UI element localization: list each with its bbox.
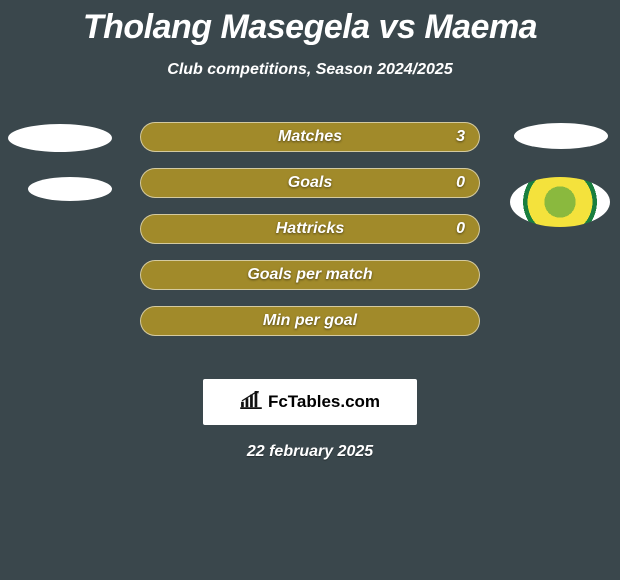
- attribution-label: FcTables.com: [268, 392, 380, 412]
- stat-bar-label: Hattricks: [141, 220, 479, 238]
- stat-bar-label: Min per goal: [141, 312, 479, 330]
- chart-icon: [240, 391, 262, 414]
- date-label: 22 february 2025: [0, 443, 620, 461]
- stat-bar-label: Goals per match: [141, 266, 479, 284]
- team-logo-right-2: [510, 177, 610, 227]
- stat-bar: Min per goal: [140, 306, 480, 336]
- attribution: FcTables.com: [203, 379, 417, 425]
- stat-bar-label: Matches: [141, 128, 479, 146]
- team-logo-left-2: [28, 177, 112, 201]
- stat-bar-label: Goals: [141, 174, 479, 192]
- stat-bar: Hattricks0: [140, 214, 480, 244]
- page-title: Tholang Masegela vs Maema: [0, 0, 620, 47]
- stat-bar: Goals0: [140, 168, 480, 198]
- stat-bar: Matches3: [140, 122, 480, 152]
- team-logo-right-1: [514, 123, 608, 149]
- stat-bar-value: 3: [456, 128, 465, 146]
- team-logo-left-1: [8, 124, 112, 152]
- subtitle: Club competitions, Season 2024/2025: [0, 61, 620, 79]
- stats-area: Matches3Goals0Hattricks0Goals per matchM…: [0, 117, 620, 377]
- stat-bar: Goals per match: [140, 260, 480, 290]
- stat-bar-value: 0: [456, 220, 465, 238]
- stat-bar-value: 0: [456, 174, 465, 192]
